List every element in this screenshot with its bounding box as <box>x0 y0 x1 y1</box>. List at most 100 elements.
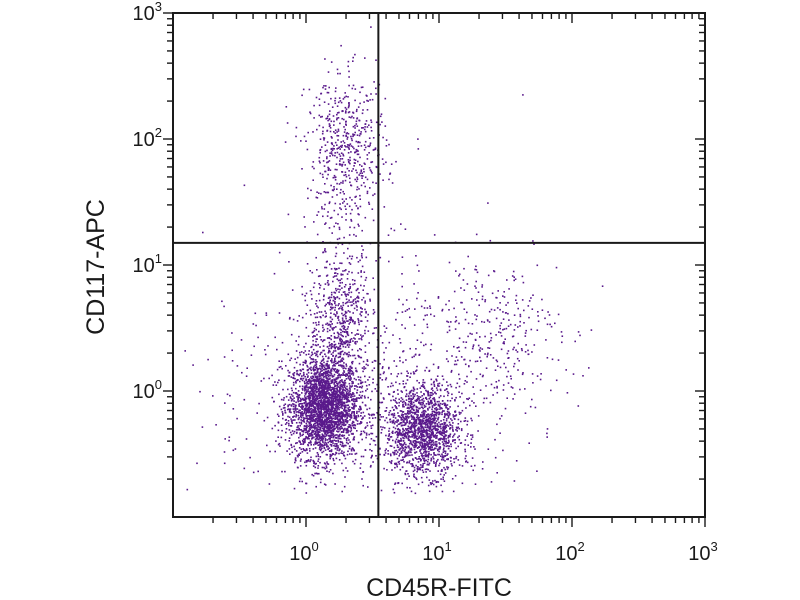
data-point <box>419 450 421 453</box>
data-point <box>337 412 339 414</box>
data-point <box>447 415 450 418</box>
data-point <box>293 372 296 374</box>
data-point <box>425 451 427 454</box>
data-point <box>413 427 416 430</box>
data-point <box>427 418 430 420</box>
data-point <box>333 350 335 352</box>
data-point <box>331 420 334 423</box>
data-point <box>325 401 328 404</box>
data-point <box>359 348 361 350</box>
data-point <box>415 424 418 427</box>
data-point <box>412 441 415 443</box>
data-point <box>352 411 355 413</box>
data-point <box>333 463 336 465</box>
data-point <box>359 405 361 408</box>
data-point <box>327 297 330 299</box>
data-point <box>337 375 339 377</box>
data-point <box>339 72 341 75</box>
data-point <box>339 321 341 324</box>
data-point <box>466 461 469 464</box>
data-point <box>335 346 338 348</box>
data-point <box>324 414 326 416</box>
data-point <box>418 407 420 410</box>
data-point <box>457 445 459 448</box>
data-point <box>294 358 296 360</box>
data-point <box>335 423 337 425</box>
data-point <box>334 102 337 105</box>
data-point <box>412 390 415 392</box>
data-point <box>354 367 357 370</box>
data-point <box>341 339 343 342</box>
data-point <box>435 432 438 434</box>
data-point <box>395 401 397 403</box>
data-point <box>300 398 303 401</box>
data-point <box>364 302 366 304</box>
data-point <box>340 305 342 307</box>
data-point <box>409 487 411 489</box>
data-point <box>362 168 365 170</box>
data-point <box>354 427 356 430</box>
data-point <box>408 392 411 395</box>
data-point <box>433 410 436 413</box>
data-point <box>324 425 327 428</box>
data-point <box>324 412 326 414</box>
data-point <box>341 357 343 360</box>
data-point <box>355 400 357 402</box>
data-point <box>309 361 312 364</box>
data-point <box>300 421 303 424</box>
data-point <box>383 206 386 208</box>
data-point <box>373 367 376 369</box>
data-point <box>324 266 326 269</box>
data-point <box>330 427 333 430</box>
data-point <box>446 430 448 432</box>
data-point <box>364 300 366 302</box>
data-point <box>298 405 300 407</box>
data-point <box>271 396 274 399</box>
data-point <box>311 436 314 439</box>
data-point <box>344 382 347 384</box>
data-point <box>326 463 329 465</box>
data-point <box>316 333 318 336</box>
data-point <box>342 322 344 325</box>
data-point <box>422 422 424 425</box>
data-point <box>310 313 312 316</box>
data-point <box>321 420 324 423</box>
data-point <box>406 415 409 417</box>
data-point <box>348 354 350 356</box>
data-point <box>314 411 317 414</box>
data-point <box>405 395 407 398</box>
data-point <box>317 428 319 430</box>
data-point <box>334 272 336 274</box>
data-point <box>408 442 411 445</box>
data-point <box>327 441 329 444</box>
data-point <box>321 444 323 446</box>
data-point <box>352 56 354 59</box>
data-point <box>414 440 417 443</box>
data-point <box>298 429 301 431</box>
data-point <box>300 378 302 380</box>
data-point <box>416 410 418 413</box>
data-point <box>429 400 432 403</box>
data-point <box>310 391 312 393</box>
data-point <box>322 420 325 423</box>
data-point <box>435 378 437 381</box>
data-point <box>411 443 414 446</box>
data-point <box>280 436 283 439</box>
data-point <box>449 434 451 437</box>
data-point <box>350 426 352 428</box>
data-point <box>319 161 321 164</box>
data-point <box>342 353 345 356</box>
data-point <box>392 432 394 434</box>
data-point <box>401 445 403 448</box>
data-point <box>370 432 372 435</box>
data-point <box>300 412 302 414</box>
data-point <box>328 447 331 449</box>
data-point <box>290 411 292 414</box>
data-point <box>349 338 352 341</box>
data-point <box>342 391 345 393</box>
data-point <box>351 170 353 172</box>
data-point <box>312 336 314 338</box>
data-point <box>316 395 318 398</box>
data-point <box>351 319 354 321</box>
data-point <box>334 405 337 408</box>
